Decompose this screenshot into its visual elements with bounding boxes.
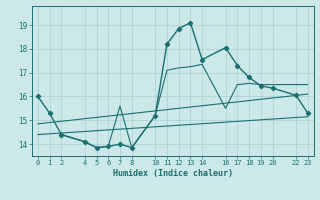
X-axis label: Humidex (Indice chaleur): Humidex (Indice chaleur) [113,169,233,178]
